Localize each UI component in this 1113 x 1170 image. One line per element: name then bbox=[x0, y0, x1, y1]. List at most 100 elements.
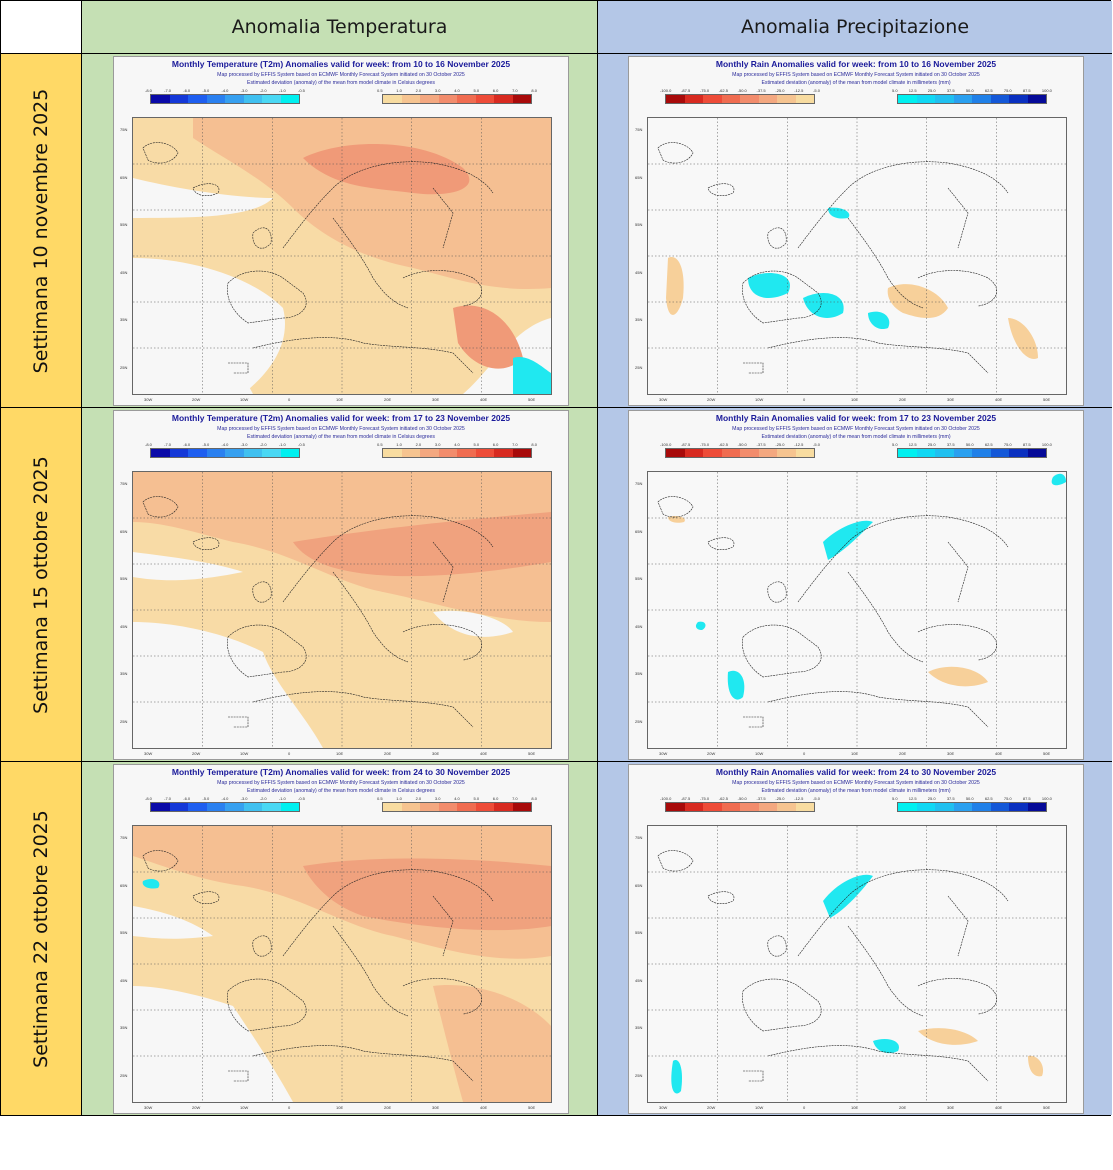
dry-anomaly-region bbox=[928, 666, 988, 687]
latitude-label: 65N bbox=[120, 882, 128, 888]
wet-colorbar-ticks: 5.0 12.5 25.0 37.5 50.0 62.5 75.0 87.5 100.0 bbox=[892, 442, 1052, 447]
wet-anomaly-region bbox=[873, 1039, 899, 1054]
coastline bbox=[282, 161, 494, 249]
longitude-label: 40E bbox=[480, 397, 488, 402]
colorbar-swatch bbox=[169, 95, 188, 103]
colorbar-swatch bbox=[188, 95, 207, 103]
longitude-label: 40E bbox=[480, 1105, 488, 1110]
colorbar-tick-label: -4.0 bbox=[221, 442, 229, 447]
colorbar-swatch bbox=[990, 803, 1009, 811]
longitude-label: 50E bbox=[1043, 397, 1051, 402]
colorbar-tick-label: 12.5 bbox=[908, 796, 917, 801]
colorbar-tick-label: -3.0 bbox=[240, 796, 248, 801]
coastline bbox=[767, 935, 787, 957]
colorbar-swatch bbox=[758, 95, 777, 103]
forecast-table: Anomalia Temperatura Anomalia Precipitaz… bbox=[0, 0, 1112, 1116]
colorbar-swatch bbox=[151, 803, 170, 811]
anomaly-region-strong bbox=[293, 512, 551, 577]
wet-colorbar bbox=[897, 448, 1047, 458]
colorbar-swatch bbox=[169, 803, 188, 811]
colorbar-tick-label: -6.0 bbox=[183, 796, 191, 801]
map-processing-note: Map processed by EFFIS System based on E… bbox=[732, 426, 980, 432]
temperature-column-title: Anomalia Temperatura bbox=[231, 16, 448, 38]
coastline bbox=[432, 895, 454, 957]
coastline bbox=[917, 270, 997, 307]
colorbar-swatch bbox=[206, 95, 225, 103]
colorbar-tick-label: -100.0 bbox=[660, 442, 672, 447]
longitude-label: 0 bbox=[803, 397, 806, 402]
longitude-label: 10W bbox=[755, 1105, 764, 1110]
coastline bbox=[252, 691, 474, 728]
map-title: Monthly Temperature (T2m) Anomalies vali… bbox=[171, 767, 511, 777]
coastline bbox=[142, 496, 179, 518]
colorbar-tick-label: 62.5 bbox=[984, 88, 993, 93]
coastline bbox=[657, 142, 694, 164]
colorbar-swatch bbox=[280, 449, 299, 457]
colorbar-tick-label: 25.0 bbox=[927, 796, 936, 801]
colorbar-tick-label: -37.5 bbox=[756, 88, 766, 93]
colorbar-tick-label: 62.5 bbox=[984, 442, 993, 447]
colorbar-tick-label: 50.0 bbox=[965, 88, 974, 93]
latitude-label: 45N bbox=[635, 977, 643, 983]
colorbar-swatch bbox=[438, 449, 457, 457]
colorbar-tick-label: 4.0 bbox=[454, 442, 460, 447]
cold-colorbar-ticks: -8.0 -7.0 -6.0 -5.0 -4.0 -3.0 -2.0 -1.0 -0.5 bbox=[145, 796, 305, 801]
wet-anomaly-region bbox=[671, 1060, 683, 1094]
temperature-map-canvas bbox=[133, 826, 551, 1102]
dry-anomaly-region bbox=[1028, 1055, 1044, 1077]
longitude-label: 20W bbox=[192, 751, 201, 756]
colorbar-swatch bbox=[1009, 95, 1028, 103]
temperature-anomaly-map: Monthly Temperature (T2m) Anomalies vali… bbox=[113, 56, 569, 406]
colorbar-tick-label: 2.0 bbox=[415, 442, 422, 447]
colorbar-tick-label: 0.5 bbox=[377, 442, 383, 447]
precipitation-anomaly-map: Monthly Rain Anomalies valid for week: f… bbox=[628, 764, 1084, 1114]
coastline bbox=[142, 142, 179, 164]
cold-anomaly-region bbox=[142, 878, 160, 889]
colorbar-swatch bbox=[494, 449, 513, 457]
neutral-region bbox=[133, 1015, 203, 1102]
colorbar-swatch bbox=[457, 449, 476, 457]
longitude-label: 30W bbox=[659, 1105, 668, 1110]
colorbar-tick-label: 37.5 bbox=[946, 442, 955, 447]
colorbar-tick-label: -0.5 bbox=[298, 796, 305, 801]
colorbar-tick-label: 37.5 bbox=[946, 796, 955, 801]
colorbar-swatch bbox=[740, 449, 759, 457]
coastline bbox=[657, 850, 694, 872]
colorbar-tick-label: 8.0 bbox=[531, 88, 537, 93]
warm-colorbar-ticks: 0.5 1.0 2.0 3.0 4.0 5.0 6.0 7.0 8.0 bbox=[377, 88, 537, 93]
wet-colorbar bbox=[897, 94, 1047, 104]
colorbar-tick-label: 5.0 bbox=[892, 88, 898, 93]
coastline bbox=[432, 541, 454, 603]
colorbar-swatch bbox=[494, 803, 513, 811]
colorbar-swatch bbox=[898, 449, 917, 457]
wet-colorbar-ticks: 5.0 12.5 25.0 37.5 50.0 62.5 75.0 87.5 100.0 bbox=[892, 88, 1052, 93]
map-units-note: Estimated deviation (anomaly) of the mea… bbox=[761, 80, 951, 86]
latitude-label: 45N bbox=[120, 977, 128, 983]
longitude-label: 0 bbox=[288, 751, 291, 756]
colorbar-swatch bbox=[703, 803, 722, 811]
colorbar-tick-label: -12.5 bbox=[794, 88, 804, 93]
coastline bbox=[797, 869, 1009, 957]
temperature-map-area bbox=[132, 471, 552, 749]
coastline bbox=[432, 187, 454, 249]
colorbar-swatch bbox=[777, 803, 796, 811]
wet-anomaly-region bbox=[828, 207, 850, 219]
longitude-label: 30W bbox=[144, 751, 153, 756]
colorbar-swatch bbox=[666, 449, 685, 457]
colorbar-swatch bbox=[475, 95, 494, 103]
colorbar-swatch bbox=[262, 803, 281, 811]
colorbar-tick-label: -6.0 bbox=[183, 88, 191, 93]
latitude-label: 65N bbox=[120, 528, 128, 534]
wet-anomaly-region bbox=[727, 670, 745, 700]
colorbar-tick-label: 75.0 bbox=[1003, 796, 1012, 801]
colorbar-tick-label: 4.0 bbox=[454, 88, 460, 93]
coastline bbox=[947, 895, 969, 957]
colorbar-swatch bbox=[916, 803, 935, 811]
week-label: Settimana 15 ottobre 2025 bbox=[30, 455, 52, 714]
latitude-label: 75N bbox=[635, 835, 643, 840]
coastline bbox=[228, 1070, 249, 1082]
colorbar-swatch bbox=[280, 803, 299, 811]
coastline bbox=[743, 362, 764, 374]
latitude-label: 55N bbox=[120, 930, 128, 935]
latitude-label: 55N bbox=[635, 930, 643, 935]
